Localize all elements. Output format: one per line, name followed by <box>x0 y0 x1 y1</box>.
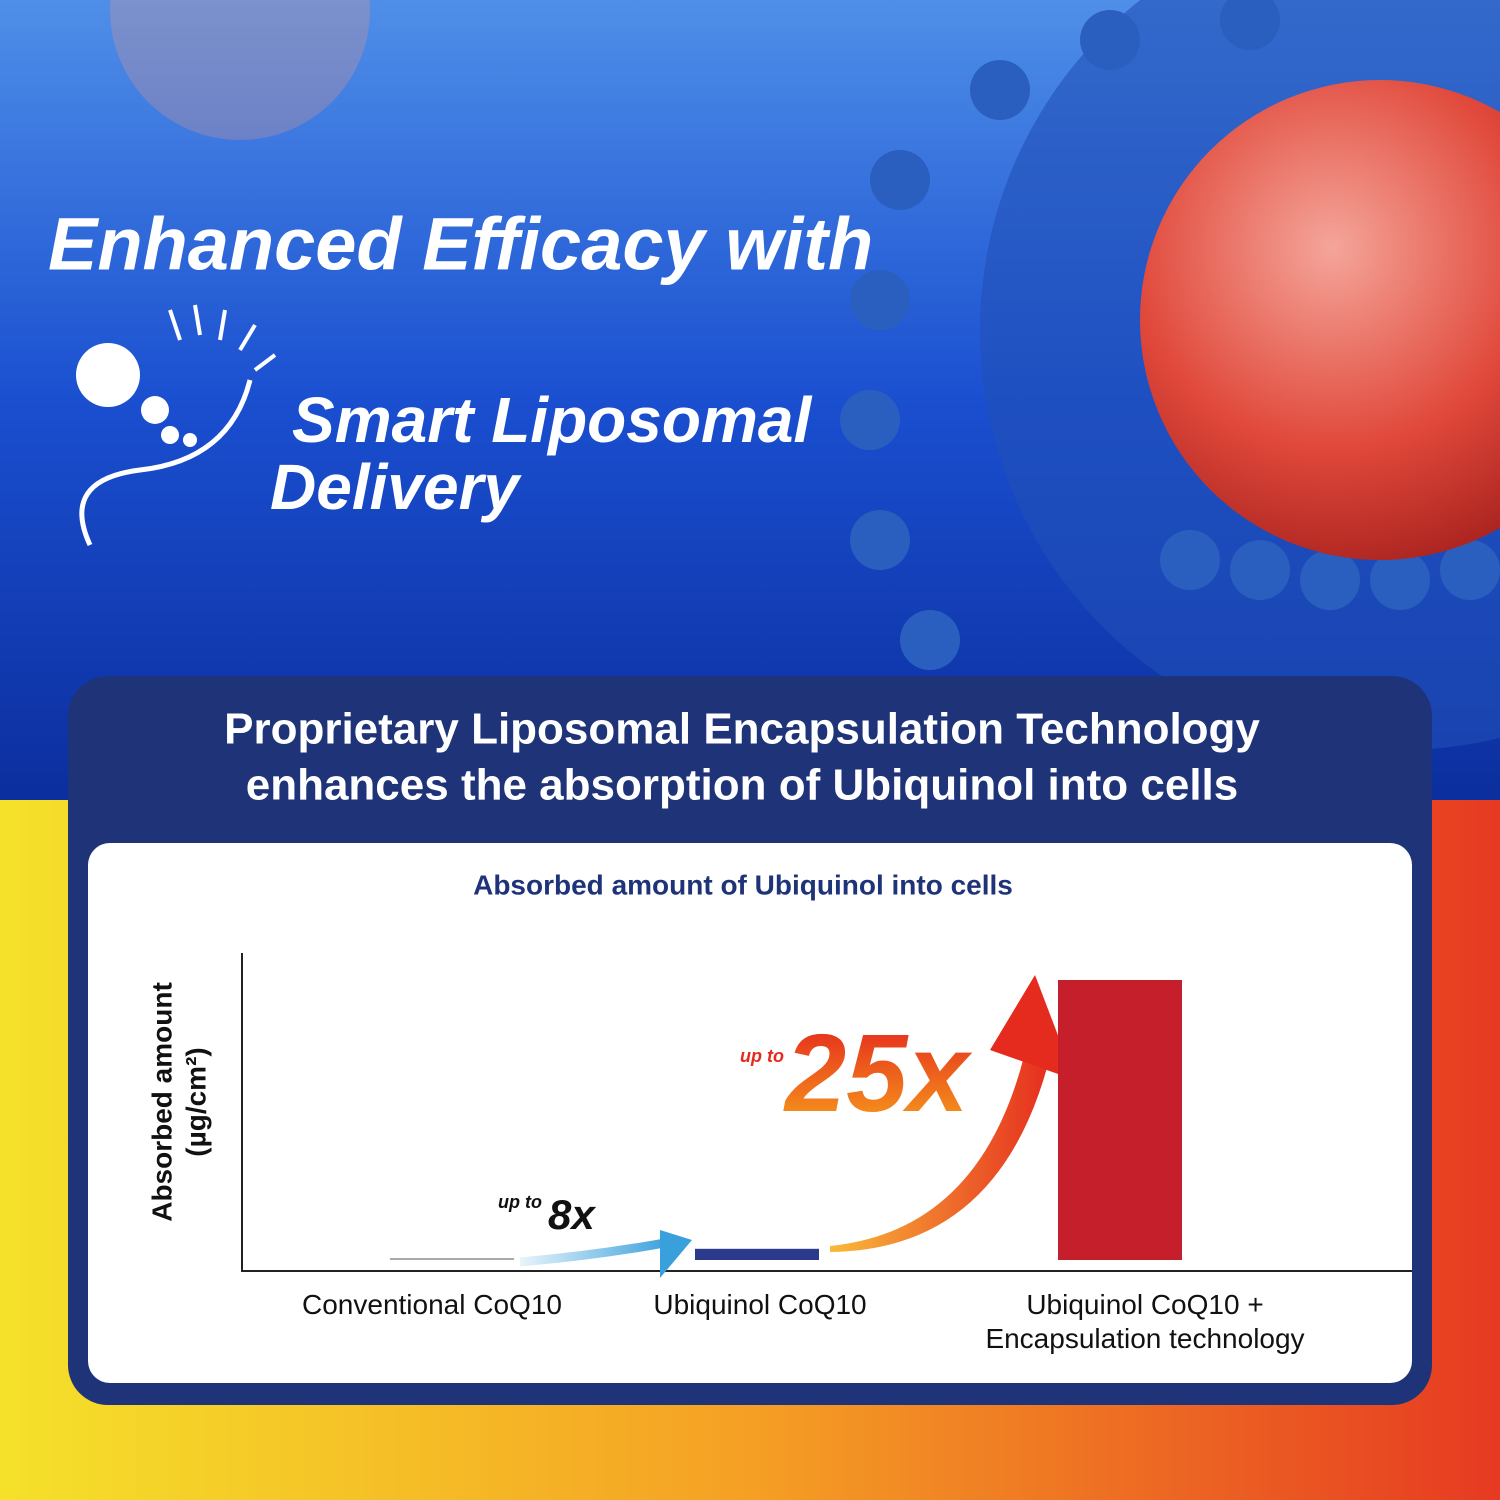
bar <box>390 1258 514 1260</box>
annotation: up to <box>740 1046 784 1066</box>
arrow <box>519 1237 671 1267</box>
annotation: 25x <box>783 1012 972 1135</box>
lipid-heads <box>840 0 1500 670</box>
brand-line: Smart Liposomal <box>292 384 812 456</box>
brand-line: Delivery <box>270 451 522 523</box>
x-tick-label: Ubiquinol CoQ10 + Encapsulation technolo… <box>985 1289 1305 1354</box>
chart-title: Absorbed amount of Ubiquinol into cells <box>473 869 1013 900</box>
y-axis-label: Absorbed amount <box>146 982 177 1222</box>
annotation: 8x <box>548 1191 596 1238</box>
bar <box>1058 980 1182 1260</box>
liposome <box>1140 80 1500 560</box>
flare <box>110 0 370 140</box>
x-tick-label: Conventional CoQ10 <box>302 1289 562 1320</box>
headline: Enhanced Efficacy with <box>48 203 873 286</box>
arrow-head <box>660 1230 692 1278</box>
annotation: up to <box>498 1192 542 1212</box>
logo <box>76 304 277 547</box>
x-tick-label: Ubiquinol CoQ10 <box>653 1289 867 1320</box>
y-axis-label: (µg/cm²) <box>180 1047 211 1156</box>
bar <box>695 1248 819 1260</box>
panel-title: enhances the absorption of Ubiquinol int… <box>246 761 1239 810</box>
arrow-head <box>990 975 1075 1080</box>
panel-title: Proprietary Liposomal Encapsulation Tech… <box>224 705 1260 754</box>
